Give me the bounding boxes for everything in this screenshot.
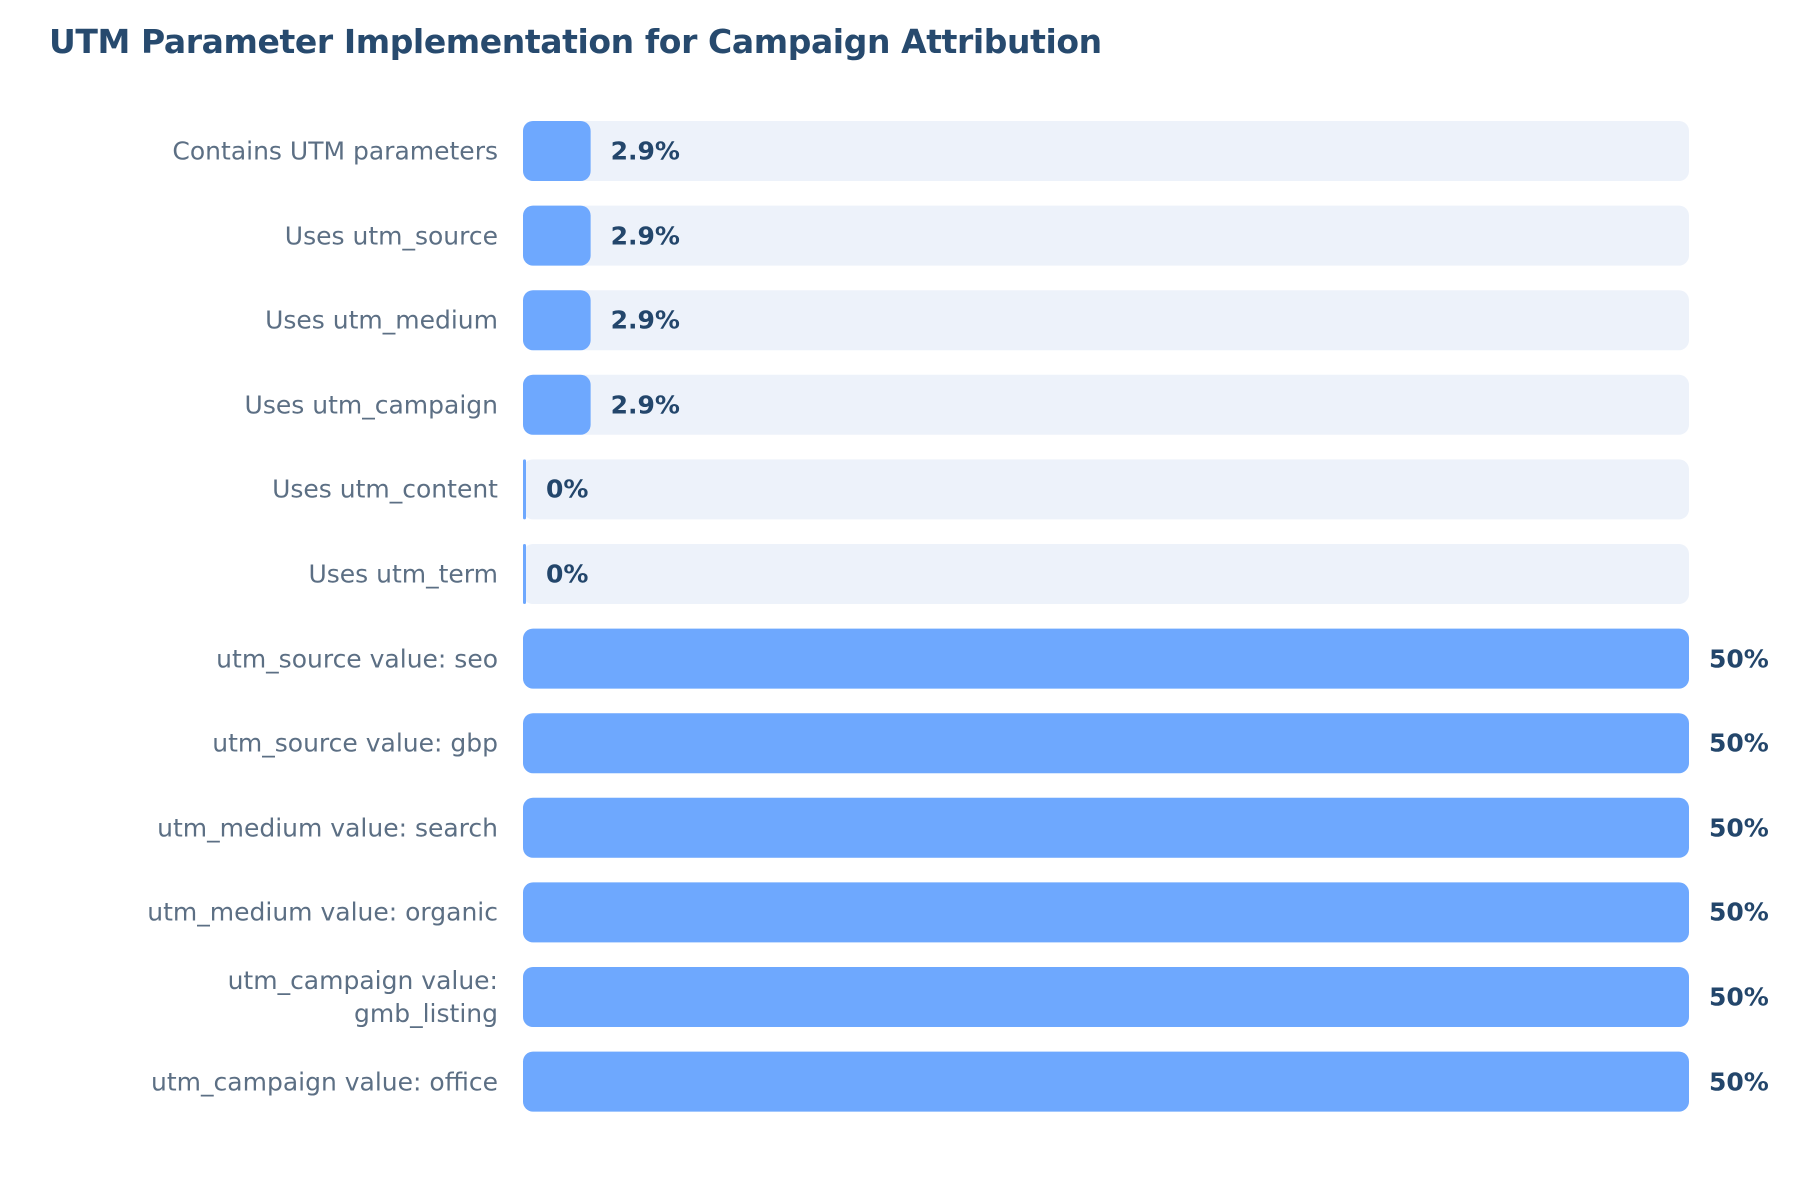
category-label: utm_campaign value: gmb_listing [227,966,498,1028]
bar [523,1051,1689,1112]
bar [523,882,1689,943]
chart-title: UTM Parameter Implementation for Campaig… [49,22,1102,61]
bar [523,628,1689,689]
bar-track [523,374,1689,435]
bar [523,121,591,181]
bar-track [523,459,1689,520]
category-label: Uses utm_source [284,221,498,251]
bar [523,290,591,351]
category-label: Contains UTM parameters [172,136,498,166]
value-label: 50% [1709,813,1769,843]
value-label: 50% [1709,728,1769,758]
value-label: 2.9% [610,305,680,335]
category-label: utm_source value: gbp [212,728,498,758]
bar-track [523,205,1689,266]
bar-track [523,544,1689,604]
bar [523,967,1689,1027]
category-label: utm_source value: seo [216,644,498,674]
value-label: 0% [546,474,589,504]
category-label: Uses utm_content [272,474,498,504]
bar [523,459,526,520]
value-label: 50% [1709,644,1769,674]
category-label: utm_medium value: organic [147,897,498,927]
bar [523,374,591,435]
category-label: utm_campaign value: office [151,1067,498,1097]
value-label: 50% [1709,897,1769,927]
category-label: Uses utm_campaign [244,390,498,420]
category-label: Uses utm_term [308,559,498,589]
value-label: 2.9% [610,136,680,166]
value-label: 0% [546,559,589,589]
value-label: 50% [1709,1067,1769,1097]
category-label: Uses utm_medium [265,305,498,335]
bar-track [523,121,1689,181]
value-label: 50% [1709,982,1769,1012]
value-label: 2.9% [610,390,680,420]
value-label: 2.9% [610,221,680,251]
bar-track [523,290,1689,351]
bar [523,713,1689,774]
bar [523,797,1689,858]
bar [523,544,526,604]
bar [523,205,591,266]
category-label: utm_medium value: search [157,813,498,843]
